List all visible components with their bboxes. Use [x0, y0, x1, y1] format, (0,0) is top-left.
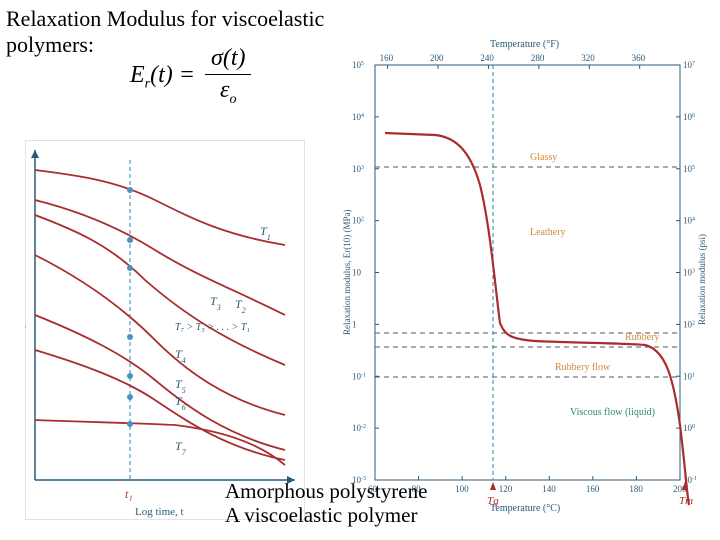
svg-text:102: 102: [352, 216, 364, 226]
right-plot-area: 160200240280320360 608010012014016018020…: [352, 53, 697, 505]
svg-text:105: 105: [352, 60, 364, 70]
svg-text:1: 1: [352, 319, 357, 329]
right-y-axis-label: Relaxation modulus (psi): [697, 234, 707, 325]
left-x-axis-label: Log time, t: [135, 506, 184, 518]
svg-text:T1: T1: [260, 224, 271, 242]
svg-text:T7: T7: [175, 439, 187, 457]
svg-text:160: 160: [586, 484, 600, 494]
svg-text:120: 120: [499, 484, 513, 494]
svg-text:107: 107: [683, 60, 695, 70]
svg-text:10-1: 10-1: [352, 371, 366, 381]
formula-denominator: εo: [205, 75, 252, 108]
svg-text:T2: T2: [235, 297, 246, 315]
tm-marker-label: Tm: [679, 495, 693, 507]
svg-text:360: 360: [632, 53, 646, 63]
svg-text:240: 240: [480, 53, 494, 63]
svg-text:T5: T5: [175, 377, 186, 395]
svg-text:Glassy: Glassy: [530, 152, 557, 163]
tg-marker-label: Tg: [487, 495, 499, 507]
svg-text:103: 103: [683, 268, 695, 278]
top-x-axis-label: Temperature (°F): [490, 39, 559, 50]
t1-axis-label: t₁: [125, 487, 133, 501]
svg-text:280: 280: [531, 53, 545, 63]
svg-text:103: 103: [352, 164, 364, 174]
svg-text:Leathery: Leathery: [530, 227, 566, 238]
caption-line-2: A viscoelastic polymer: [225, 503, 417, 527]
svg-text:104: 104: [352, 112, 364, 122]
left-y-axis-label: Relaxation modulus, Er(10) (MPa): [342, 210, 352, 335]
title-line-1: Relaxation Modulus for viscoelastic: [6, 6, 324, 31]
svg-text:200: 200: [430, 53, 444, 63]
left-chart-border: [25, 140, 305, 520]
svg-text:102: 102: [683, 319, 695, 329]
svg-text:T3: T3: [210, 294, 221, 312]
svg-text:10-2: 10-2: [352, 423, 366, 433]
right-temperature-modulus-chart: 160200240280320360 608010012014016018020…: [340, 35, 710, 515]
bottom-caption: Amorphous polystyrene A viscoelastic pol…: [225, 479, 427, 527]
svg-text:140: 140: [542, 484, 556, 494]
bottom-x-axis-label: Temperature (°C): [490, 503, 560, 514]
right-chart-svg: 160200240280320360 608010012014016018020…: [340, 35, 710, 515]
left-chart-svg: T1T2T3T4T5T6T7 T₇ > T₅ > . . . > T₁ t₁ L…: [25, 140, 305, 520]
formula-numerator: σ(t): [205, 45, 252, 75]
svg-text:100: 100: [683, 423, 695, 433]
svg-text:160: 160: [380, 53, 394, 63]
svg-text:106: 106: [683, 112, 695, 122]
svg-text:Viscous flow (liquid): Viscous flow (liquid): [570, 407, 655, 418]
svg-text:180: 180: [629, 484, 643, 494]
left-curves-group: [35, 170, 285, 465]
title-line-2: polymers:: [6, 32, 94, 57]
y-arrow-icon: [31, 150, 39, 158]
svg-text:10: 10: [352, 268, 362, 278]
svg-text:T6: T6: [175, 394, 186, 412]
svg-text:101: 101: [683, 371, 695, 381]
svg-text:100: 100: [455, 484, 469, 494]
left-y-axis-label: Log relaxation modulus, Er(t): [25, 221, 26, 340]
svg-text:105: 105: [683, 164, 695, 174]
svg-text:104: 104: [683, 216, 695, 226]
svg-text:320: 320: [581, 53, 595, 63]
svg-text:Rubbery: Rubbery: [625, 332, 659, 343]
caption-line-1: Amorphous polystyrene: [225, 479, 427, 503]
temperature-ordering-note: T₇ > T₅ > . . . > T₁: [175, 322, 250, 333]
left-relaxation-curves-chart: T1T2T3T4T5T6T7 T₇ > T₅ > . . . > T₁ t₁ L…: [25, 140, 305, 490]
svg-text:Rubbery flow: Rubbery flow: [555, 362, 611, 373]
relaxation-modulus-formula: Er(t) = σ(t) εo: [130, 45, 251, 108]
